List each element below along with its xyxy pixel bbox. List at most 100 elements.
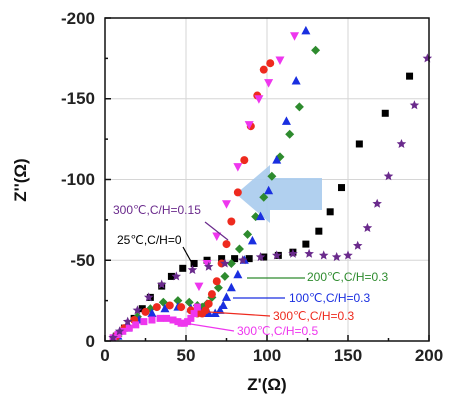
data-point-series-4: [125, 324, 133, 332]
data-point-series-1: [158, 297, 168, 307]
data-point-series-2: [218, 300, 228, 309]
data-point-series-2: [281, 116, 291, 125]
data-point-series-6: [409, 100, 420, 110]
data-point-series-4: [190, 310, 198, 318]
data-point-series-2: [204, 308, 214, 318]
data-point-series-6: [108, 332, 118, 342]
data-point-series-6: [422, 53, 433, 63]
data-point-series-6: [122, 316, 133, 326]
data-point-series-3: [201, 306, 210, 315]
data-point-series-0: [260, 253, 268, 261]
data-point-series-6: [372, 198, 382, 208]
data-point-series-2: [226, 282, 236, 292]
data-point-series-6: [272, 250, 282, 260]
data-point-series-2: [272, 155, 282, 164]
annotation-leaders: [177, 221, 305, 332]
data-point-series-0: [381, 109, 389, 117]
data-point-series-3: [240, 156, 249, 165]
data-point-series-6: [343, 250, 353, 260]
data-point-series-0: [167, 272, 175, 280]
data-point-series-0: [326, 208, 334, 216]
data-point-series-2: [215, 305, 225, 314]
data-point-series-3: [266, 59, 275, 68]
data-point-series-3: [227, 217, 236, 226]
data-point-series-4: [132, 321, 140, 329]
axis-ticks: [104, 17, 430, 342]
data-point-series-5: [202, 259, 212, 269]
data-point-series-6: [187, 264, 198, 274]
data-point-series-1: [226, 258, 236, 268]
data-point-series-5: [194, 282, 204, 292]
data-point-series-0: [245, 255, 253, 263]
data-point-series-4: [148, 316, 156, 324]
data-point-series-5: [290, 32, 300, 41]
label-100c-ch-03: 100℃,C/H=0.3: [289, 291, 371, 305]
label-300c-ch-03: 300℃,C/H=0.3: [273, 309, 355, 323]
label-300c-ch-015: 300℃,C/H=0.15: [113, 203, 201, 217]
data-point-series-6: [331, 252, 342, 262]
data-point-series-2: [291, 75, 301, 85]
x-tick-50: 50: [177, 346, 196, 365]
data-point-series-2: [256, 211, 266, 221]
data-point-series-5: [222, 200, 231, 209]
data-point-series-0: [231, 255, 239, 263]
data-point-series-5: [275, 56, 285, 65]
data-point-series-5: [212, 232, 222, 242]
data-point-series-4: [119, 327, 127, 335]
data-point-series-5: [254, 95, 264, 104]
data-point-series-1: [259, 192, 269, 202]
data-point-series-2: [264, 185, 274, 195]
data-point-series-2: [222, 292, 231, 301]
data-point-series-0: [355, 140, 363, 148]
y-tick-neg200: -200: [61, 9, 95, 28]
x-tick-0: 0: [100, 346, 109, 365]
highlight-arrow: [236, 165, 322, 223]
data-point-series-1: [294, 102, 304, 112]
data-point-series-6: [171, 271, 181, 281]
data-point-series-3: [165, 301, 174, 310]
data-point-series-0: [138, 305, 146, 313]
data-point-series-2: [147, 308, 157, 318]
data-point-series-4: [169, 316, 177, 324]
data-point-series-6: [353, 240, 363, 250]
data-point-series-5: [244, 121, 254, 130]
data-point-series-5: [264, 79, 274, 88]
label-25c-ch-0: 25℃,C/H=0: [117, 233, 182, 247]
data-point-series-6: [203, 261, 214, 271]
data-point-series-0: [190, 259, 198, 267]
data-point-series-5: [233, 163, 243, 172]
data-point-series-3: [212, 277, 221, 286]
x-tick-200: 200: [415, 346, 443, 365]
data-point-series-6: [114, 326, 125, 336]
x-tick-100: 100: [253, 346, 281, 365]
data-point-series-4: [140, 318, 148, 326]
data-point-series-4: [163, 314, 171, 322]
data-point-series-1: [173, 296, 183, 306]
data-point-series-1: [220, 271, 230, 281]
data-point-series-1: [234, 244, 244, 254]
x-tick-150: 150: [334, 346, 362, 365]
data-point-series-1: [285, 129, 295, 139]
label-300c-ch-05: 300℃,C/H=0.5: [237, 324, 319, 338]
y-tick-neg100: -100: [61, 170, 95, 189]
data-point-series-1: [311, 45, 321, 55]
data-point-series-6: [304, 248, 314, 258]
y-tick-neg50: -50: [70, 251, 95, 270]
label-200c-ch-03: 200℃,C/H=0.3: [307, 270, 389, 284]
data-point-series-6: [237, 255, 248, 265]
y-tick-neg150: -150: [61, 89, 95, 108]
data-point-series-4: [187, 314, 195, 322]
data-point-series-3: [204, 299, 213, 308]
x-axis-title: Z'(Ω): [247, 375, 286, 394]
data-point-series-3: [207, 290, 216, 299]
data-point-series-6: [220, 258, 230, 268]
data-point-series-1: [243, 229, 253, 239]
data-point-series-6: [318, 250, 329, 260]
data-point-series-3: [233, 188, 242, 197]
data-point-series-2: [247, 235, 257, 245]
data-point-series-2: [301, 25, 311, 35]
data-point-series-1: [267, 171, 277, 181]
data-point-series-4: [193, 303, 201, 311]
y-axis-title: Z''(Ω): [11, 158, 30, 201]
